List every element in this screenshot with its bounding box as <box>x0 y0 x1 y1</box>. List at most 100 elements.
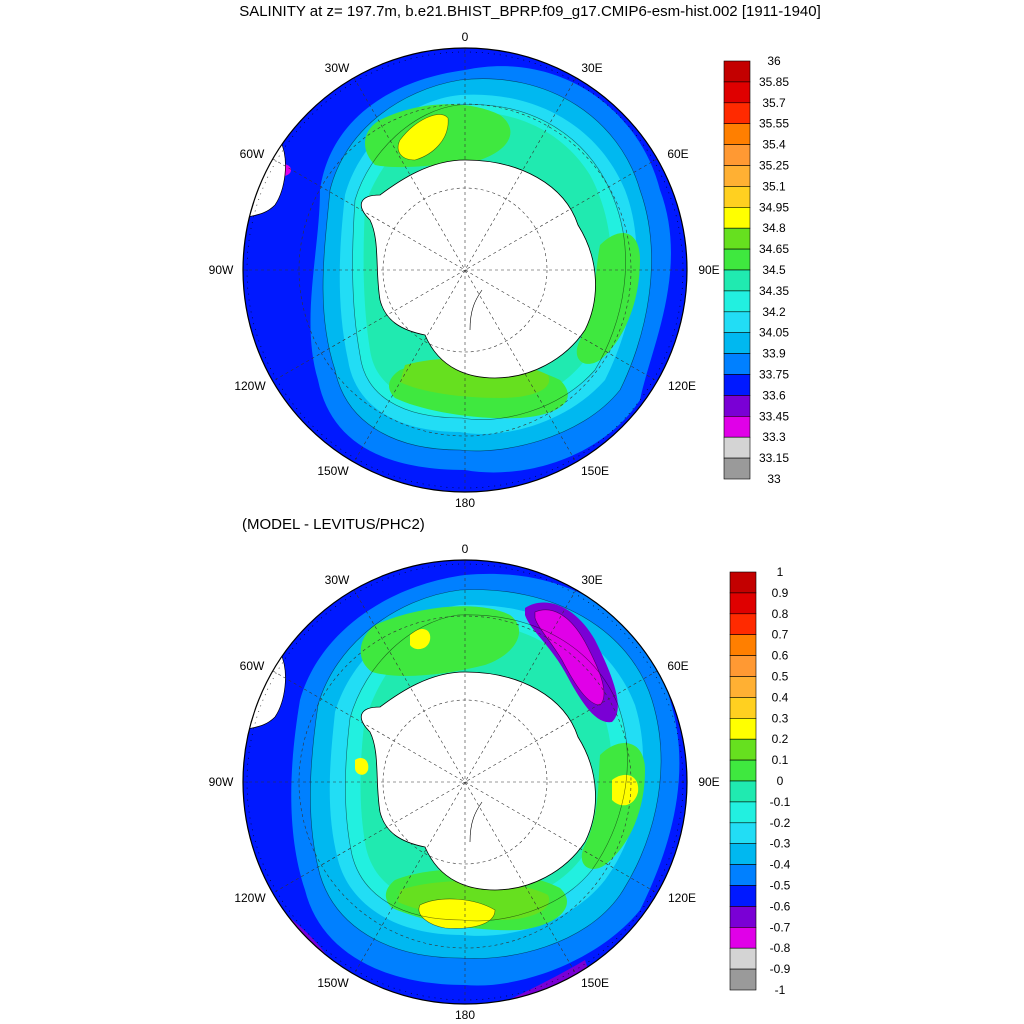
colorbar-swatch <box>729 717 757 740</box>
colorbar-tick-label: 0.7 <box>772 628 789 642</box>
colorbar-swatch <box>723 415 751 438</box>
lon-label-0: 0 <box>462 542 469 556</box>
lon-label-120e: 120E <box>668 891 696 905</box>
colorbar-tick-label: 35.1 <box>762 179 786 193</box>
colorbar-tick-label: 35.55 <box>759 117 789 131</box>
colorbar-tick-label: 34.05 <box>759 326 789 340</box>
colorbar-tick-label: 33.15 <box>759 451 789 465</box>
colorbar-swatch <box>729 947 757 970</box>
colorbar-tick-label: 36 <box>767 54 781 68</box>
colorbar-tick-label: 0 <box>777 774 784 788</box>
lon-label-120w: 120W <box>234 379 266 393</box>
salinity-polar-map: 0 30E 60E 90E 120E 150E 180 150W 120W 90… <box>209 30 720 510</box>
colorbar-swatch <box>723 374 751 396</box>
colorbar-swatch <box>723 353 751 375</box>
colorbar-tick-label: 35.85 <box>759 75 789 89</box>
lon-label-30w: 30W <box>325 61 350 75</box>
colorbar-swatch <box>729 571 757 594</box>
colorbar-salinity: 36 35.85 35.7 35.55 35.4 35.25 35.1 34.95 34.8 34… <box>723 54 789 486</box>
colorbar-swatch <box>723 81 751 104</box>
colorbar-tick-label: -0.5 <box>770 879 791 893</box>
lon-label-60w: 60W <box>240 659 265 673</box>
colorbar-tick-label: -0.8 <box>770 941 791 955</box>
colorbar-swatch <box>723 207 751 229</box>
colorbar-tick-label: -0.9 <box>770 962 791 976</box>
colorbar-tick-label: -0.1 <box>770 795 791 809</box>
colorbar-swatch <box>723 311 751 333</box>
colorbar-swatch <box>729 759 757 782</box>
colorbar-tick-label: 35.4 <box>762 138 786 152</box>
colorbar-swatch <box>729 613 757 635</box>
colorbar-swatch <box>729 780 757 803</box>
chart-title-salinity: SALINITY at z= 197.7m, b.e21.BHIST_BPRP.… <box>239 3 821 20</box>
colorbar-swatch <box>723 102 751 125</box>
colorbar-tick-label: -0.2 <box>770 816 791 830</box>
colorbar-tick-label: 0.4 <box>772 690 789 704</box>
lon-label-90e: 90E <box>698 263 719 277</box>
colorbar-tick-label: 34.65 <box>759 242 789 256</box>
colorbar-tick-label: 33.9 <box>762 347 786 361</box>
difference-polar-map: 0 30E 60E 90E 120E 150E 180 150W 120W 90… <box>209 542 720 1022</box>
colorbar-swatch <box>729 738 757 761</box>
colorbar-swatch <box>729 885 757 907</box>
lon-label-30e: 30E <box>581 61 602 75</box>
colorbar-tick-label: 34.35 <box>759 284 789 298</box>
colorbar-tick-label: -1 <box>775 983 786 997</box>
lon-label-30w: 30W <box>325 573 350 587</box>
colorbar-tick-label: -0.6 <box>770 899 791 913</box>
colorbar-tick-label: 33.3 <box>762 430 786 444</box>
colorbar-tick-label: 0.1 <box>772 753 789 767</box>
colorbar-swatch <box>729 592 757 615</box>
colorbar-swatch <box>729 906 757 928</box>
colorbar-tick-label: 34.2 <box>762 305 786 319</box>
lon-label-60w: 60W <box>240 147 265 161</box>
colorbar-tick-label: -0.4 <box>770 858 791 872</box>
colorbar-swatch <box>723 290 751 313</box>
lon-label-150w: 150W <box>317 976 349 990</box>
colorbar-swatch <box>729 864 757 886</box>
lon-label-60e: 60E <box>667 147 688 161</box>
colorbar-swatch <box>723 457 751 480</box>
lon-label-180: 180 <box>455 496 475 510</box>
colorbar-tick-label: 34.8 <box>762 221 786 235</box>
colorbar-tick-label: 35.25 <box>759 159 789 173</box>
colorbar-tick-label: 33 <box>767 472 781 486</box>
colorbar-tick-label: 0.9 <box>772 586 789 600</box>
lon-label-120e: 120E <box>668 379 696 393</box>
colorbar-swatch <box>723 395 751 417</box>
colorbar-swatch <box>723 144 751 166</box>
colorbar-tick-label: 0.6 <box>772 649 789 663</box>
lon-label-90e: 90E <box>698 775 719 789</box>
lon-label-120w: 120W <box>234 891 266 905</box>
colorbar-tick-label: -0.3 <box>770 837 791 851</box>
colorbar-swatch <box>723 60 751 83</box>
colorbar-tick-label: 34.95 <box>759 200 789 214</box>
colorbar-tick-label: 0.2 <box>772 732 789 746</box>
colorbar-swatch <box>729 843 757 865</box>
colorbar-swatch <box>723 436 751 459</box>
colorbar-tick-label: 0.8 <box>772 607 789 621</box>
lon-label-30e: 30E <box>581 573 602 587</box>
colorbar-tick-label: 34.5 <box>762 263 786 277</box>
colorbar-tick-label: 35.7 <box>762 96 786 110</box>
lon-label-150e: 150E <box>581 464 609 478</box>
colorbar-swatch <box>729 634 757 656</box>
chart-title-difference: (MODEL - LEVITUS/PHC2) <box>242 516 425 533</box>
lon-label-150w: 150W <box>317 464 349 478</box>
colorbar-swatch <box>729 926 757 949</box>
colorbar-tick-label: 33.75 <box>759 368 789 382</box>
colorbar-tick-label: 1 <box>777 565 784 579</box>
colorbar-swatch <box>729 822 757 844</box>
lon-label-90w: 90W <box>209 775 234 789</box>
colorbar-swatch <box>723 123 751 145</box>
colorbar-swatch <box>723 186 751 208</box>
colorbar-tick-label: 33.6 <box>762 388 786 402</box>
colorbar-swatch <box>729 801 757 824</box>
colorbar-swatch <box>723 332 751 354</box>
colorbar-swatch <box>729 676 757 698</box>
lon-label-90w: 90W <box>209 263 234 277</box>
colorbar-swatch <box>729 697 757 719</box>
lon-label-60e: 60E <box>667 659 688 673</box>
colorbar-tick-label: -0.7 <box>770 920 791 934</box>
